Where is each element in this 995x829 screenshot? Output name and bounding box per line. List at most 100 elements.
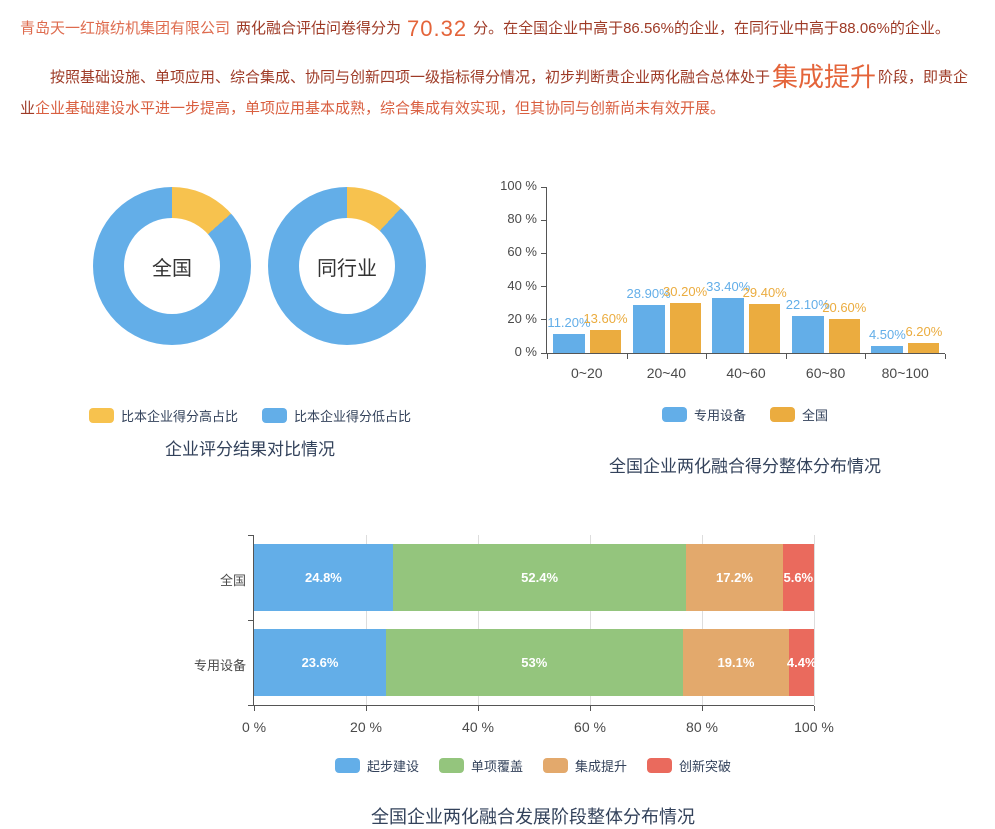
legend-item-lower-share[interactable]: 比本企业得分低占比	[262, 406, 411, 425]
y-axis-tick	[248, 535, 253, 536]
stacked-chart-legend: 起步建设 单项覆盖 集成提升 创新突破	[253, 756, 813, 775]
legend-item-national[interactable]: 全国	[770, 405, 828, 424]
bar-专用设备	[632, 305, 665, 353]
bar-全国	[828, 318, 860, 353]
stacked-chart-title: 全国企业两化融合发展阶段整体分布情况	[371, 807, 695, 827]
legend-swatch-blue	[262, 408, 287, 423]
legend-item-special-equipment[interactable]: 专用设备	[661, 405, 746, 424]
legend-swatch-blue	[661, 407, 687, 422]
y-axis-tick	[541, 286, 546, 288]
y-axis-label: 40 %	[507, 277, 537, 293]
donut-chart-title: 企业评分结果对比情况	[165, 440, 335, 459]
segment-创新突破: 4.4%	[786, 629, 817, 696]
x-axis-tick	[366, 706, 367, 711]
x-axis-tick	[865, 354, 867, 359]
bar-value-label: 4.50%	[868, 326, 906, 342]
stacked-bar-row: 23.6% 53% 19.1% 4.4%	[254, 629, 817, 696]
donut-legend: 比本企业得分高占比 比本企业得分低占比	[40, 406, 460, 425]
bar-全国	[908, 342, 940, 353]
bar-专用设备	[712, 297, 745, 353]
legend-label: 比本企业得分高占比	[120, 409, 238, 424]
x-axis-label: 80 %	[686, 719, 718, 735]
legend-swatch-yellow	[88, 408, 114, 423]
grid-line	[478, 535, 479, 705]
x-axis-tick	[814, 706, 815, 711]
grid-line	[814, 535, 815, 705]
bar-value-label: 22.10%	[785, 297, 830, 313]
legend-swatch-green	[438, 758, 464, 773]
legend-label: 全国	[802, 408, 829, 423]
legend-item-stage-single[interactable]: 单项覆盖	[438, 756, 523, 775]
score-value: 70.32	[407, 16, 468, 41]
y-axis-label: 60 %	[507, 244, 537, 260]
segment-value-label: 23.6%	[301, 655, 339, 670]
bar-chart-title: 全国企业两化融合得分整体分布情况	[609, 457, 881, 476]
grid-line	[590, 535, 591, 705]
segment-起步建设: 24.8%	[254, 544, 393, 611]
x-axis-tick	[706, 354, 708, 359]
legend-label: 创新突破	[679, 759, 732, 774]
x-axis-label: 60~80	[805, 365, 846, 381]
x-axis-label: 20~40	[646, 365, 687, 381]
segment-起步建设: 23.6%	[254, 629, 387, 696]
y-category-label: 全国	[219, 572, 246, 588]
bar-value-label: 28.90%	[626, 286, 671, 302]
legend-item-stage-innovation[interactable]: 创新突破	[647, 756, 731, 775]
bar-value-label: 6.20%	[905, 323, 943, 339]
bar-value-label: 11.20%	[547, 315, 591, 331]
y-axis-label: 0 %	[514, 344, 537, 359]
donut-chart-industry: 同行业	[268, 187, 426, 345]
legend-item-stage-integration[interactable]: 集成提升	[543, 756, 627, 775]
grid-line	[702, 535, 703, 705]
y-axis-tick	[248, 705, 253, 706]
segment-value-label: 5.6%	[783, 570, 814, 585]
segment-value-label: 24.8%	[305, 570, 342, 585]
legend-item-stage-start[interactable]: 起步建设	[334, 756, 419, 775]
segment-单项覆盖: 53%	[386, 629, 683, 696]
bar-chart-legend: 专用设备 全国	[546, 405, 944, 424]
stage-summary-lead: 按照基础设施、单项应用、综合集成、协同与创新四项一级指标得分情况，初步判断贵企业…	[50, 69, 771, 86]
y-axis-label: 20 %	[507, 310, 537, 326]
score-summary-text: 两化融合评估问卷得分为	[236, 20, 402, 37]
score-summary-paragraph: 青岛天一红旗纺机集团有限公司 两化融合评估问卷得分为 70.32 分。在全国企业中高于…	[20, 14, 985, 44]
bar-全国	[749, 304, 781, 353]
legend-label: 单项覆盖	[470, 759, 523, 774]
bar-专用设备	[871, 345, 904, 353]
x-axis-tick	[945, 354, 946, 359]
legend-swatch-red	[647, 758, 673, 773]
segment-value-label: 19.1%	[717, 655, 755, 670]
segment-集成提升: 19.1%	[682, 629, 790, 696]
bar-value-label: 30.20%	[663, 283, 708, 299]
donut-center-label: 全国	[152, 257, 192, 280]
y-axis-tick	[541, 352, 546, 354]
x-axis-tick	[547, 354, 548, 359]
x-axis-tick	[626, 354, 628, 359]
segment-value-label: 17.2%	[716, 570, 753, 585]
stage-summary-paragraph: 按照基础设施、单项应用、综合集成、协同与创新四项一级指标得分情况，初步判断贵企业…	[20, 62, 983, 124]
bar-全国	[669, 302, 701, 353]
segment-集成提升: 17.2%	[686, 544, 783, 611]
legend-swatch-blue	[334, 758, 360, 773]
legend-label: 起步建设	[366, 759, 419, 774]
donut-hole	[124, 218, 220, 314]
segment-单项覆盖: 52.4%	[392, 544, 687, 611]
segment-value-label: 53%	[521, 655, 548, 670]
y-axis-tick	[541, 252, 546, 254]
segment-value-label: 4.4%	[786, 655, 817, 670]
donut-center-label: 同行业	[317, 257, 377, 280]
bar-value-label: 13.60%	[583, 311, 628, 327]
x-axis-tick	[785, 354, 787, 359]
bar-专用设备	[553, 334, 585, 353]
bar-value-label: 20.60%	[822, 299, 867, 315]
stage-summary-tail: 企业基础建设水平进一步提高，单项应用基本成熟，综合集成有效实现，但其协同与创新尚…	[35, 100, 726, 117]
x-axis-label: 0~20	[571, 365, 603, 381]
legend-label: 比本企业得分低占比	[294, 409, 412, 424]
legend-label: 集成提升	[575, 759, 628, 774]
stage-value: 集成提升	[772, 62, 877, 92]
x-axis-label: 0 %	[241, 719, 267, 735]
y-axis-label: 80 %	[507, 211, 537, 227]
legend-item-higher-share[interactable]: 比本企业得分高占比	[88, 406, 238, 425]
grid-line	[366, 535, 367, 705]
x-axis-tick	[590, 706, 591, 711]
